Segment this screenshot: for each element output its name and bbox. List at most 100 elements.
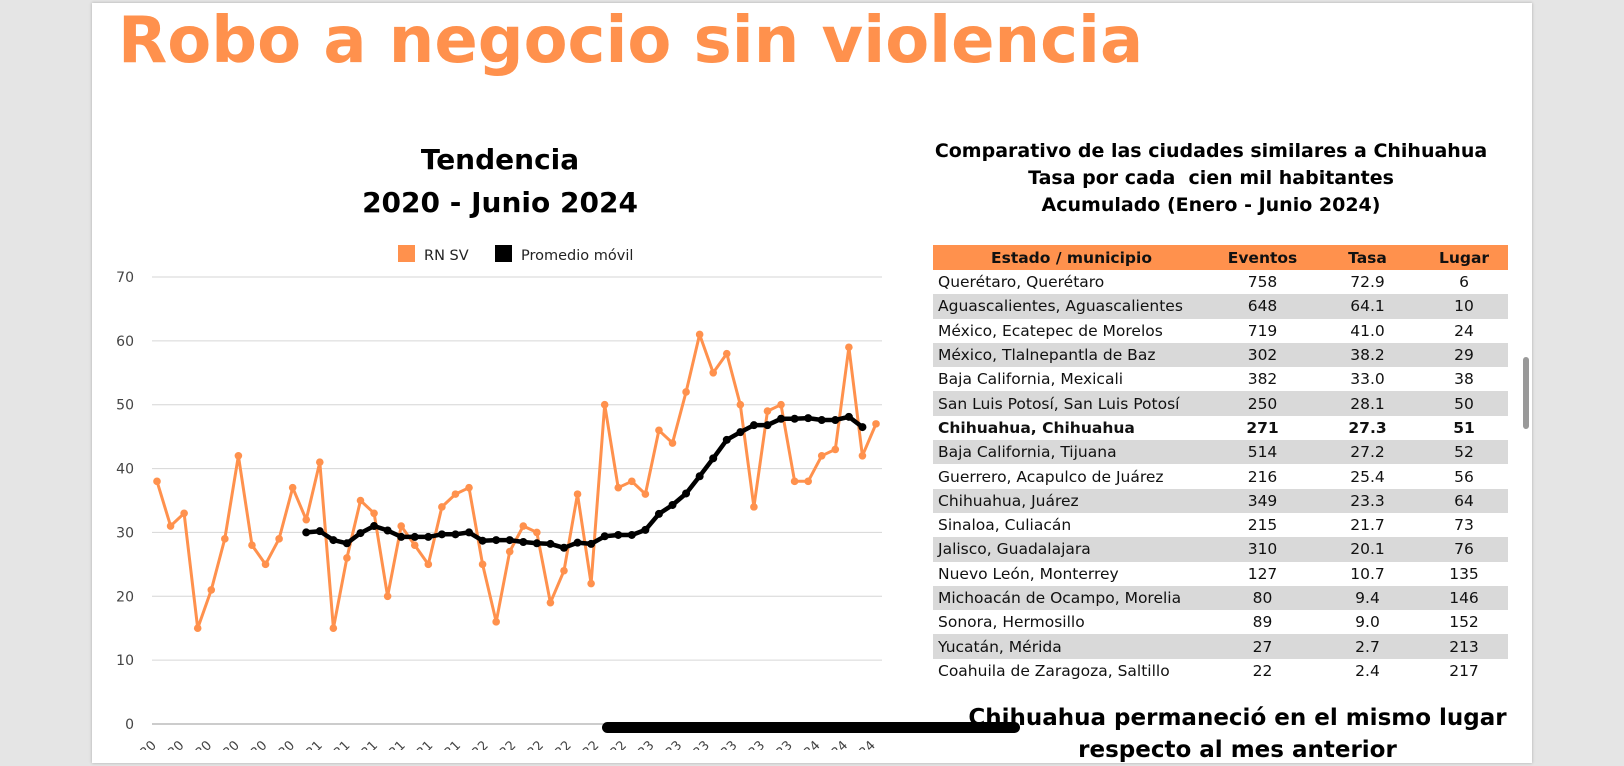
table-row: Nuevo León, Monterrey 127 10.7 135 <box>933 562 1508 586</box>
data-point <box>410 532 419 541</box>
x-tick-label: 24 <box>857 738 879 750</box>
data-point <box>288 483 297 492</box>
cell-municipio: Jalisco, Guadalajara <box>933 537 1210 562</box>
cell-lugar: 146 <box>1420 585 1508 611</box>
data-point <box>302 515 311 524</box>
x-tick-label: 21 <box>331 738 353 750</box>
chart-title-line-2: 2020 - Junio 2024 <box>362 186 638 219</box>
cell-municipio: Coahuila de Zaragoza, Saltillo <box>938 661 1170 680</box>
cell-eventos: 27 <box>1210 634 1315 659</box>
data-point <box>777 414 786 423</box>
data-point <box>628 477 636 486</box>
data-point <box>234 452 243 460</box>
data-point <box>641 525 650 534</box>
cell-lugar: 73 <box>1454 516 1474 535</box>
table-row: México, Tlalnepantla de Baz 302 38.2 29 <box>933 342 1508 368</box>
page-title: Robo a negocio sin violencia <box>118 4 1144 78</box>
cell-eventos: 89 <box>1252 613 1273 632</box>
legend-swatch <box>495 245 512 262</box>
data-point <box>383 592 392 601</box>
data-point <box>790 477 799 486</box>
cell-tasa: 28.1 <box>1315 391 1420 416</box>
x-tick-label: 21 <box>359 738 381 750</box>
table-row: México, Ecatepec de Morelos 719 41.0 24 <box>933 319 1508 343</box>
chart-title: Tendencia 2020 - Junio 2024 <box>285 138 715 224</box>
cell-municipio: Sinaloa, Culiacán <box>938 516 1072 535</box>
data-point <box>383 526 392 535</box>
comparison-title-line-2: Tasa por cada cien mil habitantes <box>1028 167 1394 189</box>
cell-eventos: 271 <box>1246 418 1279 437</box>
table-row: Aguascalientes, Aguascalientes 648 64.1 10 <box>933 294 1508 319</box>
data-point <box>804 477 812 486</box>
cell-eventos: 514 <box>1210 440 1315 465</box>
comparison-title-line-3: Acumulado (Enero - Junio 2024) <box>1041 194 1381 216</box>
column-header-municipio: Estado / municipio <box>933 245 1210 270</box>
cell-tasa: 2.4 <box>1355 661 1380 680</box>
x-tick-label: 20 <box>138 738 160 750</box>
data-point <box>817 416 826 425</box>
cell-municipio: Nuevo León, Monterrey <box>938 564 1119 583</box>
data-point <box>736 428 745 437</box>
legend-label: Promedio móvil <box>521 248 633 264</box>
data-point <box>519 538 528 547</box>
x-tick-label: 21 <box>442 738 464 750</box>
table-row: Michoacán de Ocampo, Morelia 80 9.4 146 <box>933 585 1508 611</box>
y-tick-label: 0 <box>125 717 134 733</box>
table-row: Jalisco, Guadalajara 310 20.1 76 <box>933 537 1508 562</box>
comparison-title: Comparativo de las ciudades similares a … <box>920 138 1502 219</box>
data-point <box>587 579 595 588</box>
horizontal-scrollbar-thumb[interactable] <box>602 722 1020 733</box>
table-row: Baja California, Mexicali 382 33.0 38 <box>933 367 1508 391</box>
data-point <box>410 541 419 549</box>
data-point <box>180 509 188 518</box>
cell-eventos: 302 <box>1210 342 1315 368</box>
column-header-eventos: Eventos <box>1210 245 1315 270</box>
data-point <box>560 566 568 575</box>
data-point <box>153 477 161 486</box>
cell-municipio: México, Ecatepec de Morelos <box>938 321 1163 340</box>
x-tick-label: 22 <box>469 738 491 750</box>
x-tick-label: 22 <box>497 738 519 750</box>
x-tick-label: 23 <box>663 738 685 750</box>
legend-swatch <box>398 245 415 262</box>
data-point <box>858 423 867 432</box>
x-tick-label: 24 <box>801 738 823 750</box>
cell-eventos: 382 <box>1247 370 1278 389</box>
cell-tasa: 23.3 <box>1315 488 1420 513</box>
data-point <box>641 490 650 498</box>
y-tick-label: 60 <box>116 334 134 350</box>
cell-municipio: Chihuahua, Chihuahua <box>938 418 1135 437</box>
x-tick-label: 24 <box>829 738 851 750</box>
legend-label: RN SV <box>424 248 469 264</box>
data-point <box>655 426 663 435</box>
data-point <box>397 522 405 530</box>
y-tick-label: 70 <box>116 270 134 286</box>
cell-municipio: Sonora, Hermosillo <box>938 613 1085 632</box>
data-point <box>532 539 541 548</box>
data-point <box>831 445 840 454</box>
cell-eventos: 127 <box>1247 564 1278 583</box>
data-point <box>275 535 283 543</box>
chart-title-line-1: Tendencia <box>420 143 580 176</box>
x-tick-label: 22 <box>525 738 547 750</box>
cell-municipio: Chihuahua, Juárez <box>933 488 1210 513</box>
comparison-table: Estado / municipio Eventos Tasa Lugar Qu… <box>933 245 1508 683</box>
data-point <box>750 503 758 511</box>
data-point <box>600 400 609 409</box>
data-point <box>614 483 623 492</box>
data-point <box>356 529 365 538</box>
data-point <box>492 618 500 626</box>
cell-municipio: Michoacán de Ocampo, Morelia <box>933 585 1210 611</box>
data-point <box>315 527 324 536</box>
cell-tasa: 9.0 <box>1355 613 1380 632</box>
cell-eventos: 215 <box>1247 516 1278 535</box>
vertical-scrollbar-thumb[interactable] <box>1523 357 1529 429</box>
cell-tasa: 38.2 <box>1315 342 1420 368</box>
data-point <box>397 532 406 541</box>
column-header-lugar: Lugar <box>1420 245 1508 270</box>
x-tick-label: 21 <box>303 738 325 750</box>
cell-lugar: 213 <box>1420 634 1508 659</box>
table-row: Guerrero, Acapulco de Juárez 216 25.4 56 <box>933 464 1508 488</box>
data-point <box>329 624 338 633</box>
table-row: Baja California, Tijuana 514 27.2 52 <box>933 440 1508 465</box>
